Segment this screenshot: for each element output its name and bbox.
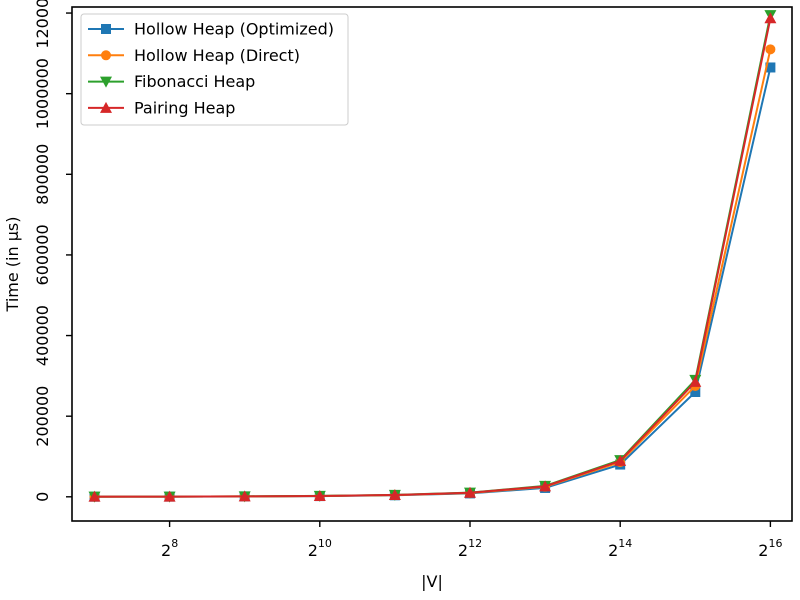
x-tick-label: 216 [758, 537, 782, 560]
legend-label: Pairing Heap [134, 98, 235, 117]
y-tick-label: 0 [33, 492, 52, 502]
legend-item: Hollow Heap (Direct) [88, 46, 300, 65]
series-3 [88, 12, 777, 502]
y-axis: 0 200000 400000 600000 800000 1000000 1200000 [33, 0, 72, 502]
legend-item: Pairing Heap [88, 98, 235, 117]
data-point [689, 375, 702, 387]
data-point [690, 386, 701, 397]
data-point [388, 488, 401, 500]
data-point [765, 62, 776, 73]
legend: Hollow Heap (Optimized) Hollow Heap (Dire… [80, 13, 349, 126]
chart-marks [88, 10, 777, 503]
y-tick-label: 400000 [33, 305, 52, 366]
x-axis: 28 210 212 214 216 [161, 521, 782, 560]
data-point [765, 44, 776, 55]
data-point [764, 12, 777, 24]
series-0 [89, 62, 776, 502]
y-tick-label: 600000 [33, 224, 52, 285]
data-point [88, 490, 101, 502]
x-tick-label: 214 [608, 537, 632, 560]
legend-label: Hollow Heap (Direct) [134, 46, 300, 65]
legend-frame [80, 13, 349, 126]
series-line [94, 18, 772, 498]
data-point [539, 480, 552, 492]
legend-label: Fibonacci Heap [134, 72, 255, 91]
legend-marker [100, 76, 112, 88]
x-axis-label: |V| [421, 572, 443, 591]
data-point [313, 489, 326, 501]
y-tick-label: 800000 [33, 144, 52, 205]
legend-label: Hollow Heap (Optimized) [134, 20, 334, 39]
data-point [163, 490, 176, 502]
y-tick-label: 1000000 [33, 58, 52, 129]
x-tick-label: 210 [308, 537, 332, 560]
x-tick-label: 212 [458, 537, 482, 560]
data-point [614, 454, 627, 466]
legend-marker [101, 24, 111, 34]
series-line [94, 67, 772, 498]
legend-item: Fibonacci Heap [88, 72, 255, 91]
legend-marker [100, 101, 112, 113]
x-tick-label: 28 [161, 537, 178, 560]
y-tick-label: 200000 [33, 386, 52, 447]
data-point [238, 490, 251, 502]
legend-item: Hollow Heap (Optimized) [88, 20, 334, 39]
data-point [463, 486, 476, 498]
plot-frame [71, 6, 793, 522]
y-tick-label: 1200000 [33, 0, 52, 49]
y-axis-label: Time (in µs) [3, 217, 22, 313]
legend-marker [101, 50, 111, 61]
